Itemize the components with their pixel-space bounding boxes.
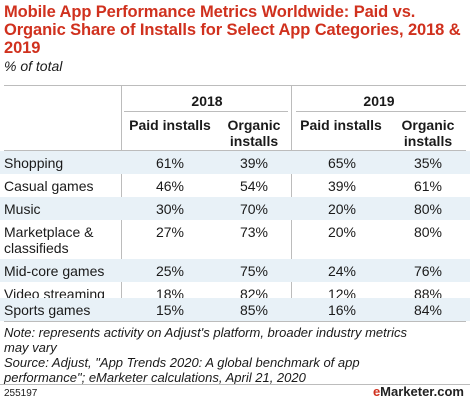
brand-logo: eMarketer.com: [373, 384, 464, 399]
row-category: Sports games: [4, 302, 91, 318]
source-note: Note: represents activity on Adjust's pl…: [4, 325, 466, 385]
row-category: Mid-core games: [4, 263, 105, 279]
colhead-label: Paid installs: [300, 117, 382, 133]
year-2019-underline: [296, 111, 466, 112]
table-row: Casual games 46% 54% 39% 61%: [0, 174, 470, 197]
cell-value: 16%: [327, 302, 357, 318]
cell-value: 54%: [239, 178, 269, 194]
cell-value: 39%: [239, 155, 269, 171]
colhead-label: installs: [229, 133, 279, 149]
cell-value: 73%: [239, 224, 269, 240]
cell-value: 75%: [239, 263, 269, 279]
cell-value: 61%: [155, 155, 185, 171]
colhead-paid-2019: Paid installs: [292, 117, 390, 133]
colhead-organic-2018: Organic installs: [218, 117, 290, 149]
cell-value: 46%: [155, 178, 185, 194]
row-category: Shopping: [4, 155, 64, 171]
table-row: Shopping 61% 39% 65% 35%: [0, 151, 470, 174]
table-row: Music 30% 70% 20% 80%: [0, 197, 470, 220]
cell-value: 15%: [155, 302, 185, 318]
note-line: Note: represents activity on Adjust's pl…: [4, 325, 407, 340]
cell-value: 20%: [327, 201, 357, 217]
cell-value: 30%: [155, 201, 185, 217]
footer-rule: [0, 384, 470, 385]
row-category: Marketplace & classifieds: [4, 224, 122, 256]
cell-value: 24%: [327, 263, 357, 279]
cell-value: 80%: [413, 224, 443, 240]
chart-id: 255197: [4, 388, 38, 399]
cell-value: 76%: [413, 263, 443, 279]
cell-value: 70%: [239, 201, 269, 217]
colhead-label: Organic: [401, 117, 455, 133]
cell-value: 65%: [327, 155, 357, 171]
colhead-organic-2019: Organic installs: [390, 117, 466, 149]
brand-prefix: e: [372, 384, 381, 399]
colhead-label: installs: [403, 133, 453, 149]
cell-value: 27%: [155, 224, 185, 240]
note-line: performance"; eMarketer calculations, Ap…: [4, 370, 306, 385]
chart-subtitle: % of total: [4, 58, 63, 74]
cell-value: 84%: [413, 302, 443, 318]
cell-value: 61%: [413, 178, 443, 194]
cell-value: 35%: [413, 155, 443, 171]
cell-value: 39%: [327, 178, 357, 194]
row-category-line: Marketplace &: [4, 224, 94, 240]
colhead-paid-2018: Paid installs: [122, 117, 218, 133]
row-category-line: classifieds: [4, 240, 69, 256]
note-line: Source: Adjust, "App Trends 2020: A glob…: [4, 355, 360, 370]
table-row: Mid-core games 25% 75% 24% 76%: [0, 259, 470, 282]
cell-value: 85%: [239, 302, 269, 318]
year-header-2018: 2018: [191, 93, 223, 109]
note-line: may vary: [4, 340, 57, 355]
year-2018-underline: [124, 111, 288, 112]
row-category: Casual games: [4, 178, 94, 194]
table-row: Marketplace & classifieds 27% 73% 20% 80%: [0, 220, 470, 259]
row-category: Music: [4, 201, 41, 217]
chart-title: Mobile App Performance Metrics Worldwide…: [4, 3, 461, 57]
cell-value: 25%: [155, 263, 185, 279]
table-bottom-rule: [4, 321, 466, 322]
brand-rest: Marketer.com: [380, 384, 464, 399]
cell-value: 80%: [413, 201, 443, 217]
table-row: Sports games 15% 85% 16% 84%: [0, 298, 470, 321]
colhead-label: Organic: [227, 117, 281, 133]
header-bottom-rule: [4, 150, 466, 151]
top-rule: [4, 85, 466, 86]
colhead-label: Paid installs: [129, 117, 211, 133]
year-header-2019: 2019: [363, 93, 395, 109]
cell-value: 20%: [327, 224, 357, 240]
